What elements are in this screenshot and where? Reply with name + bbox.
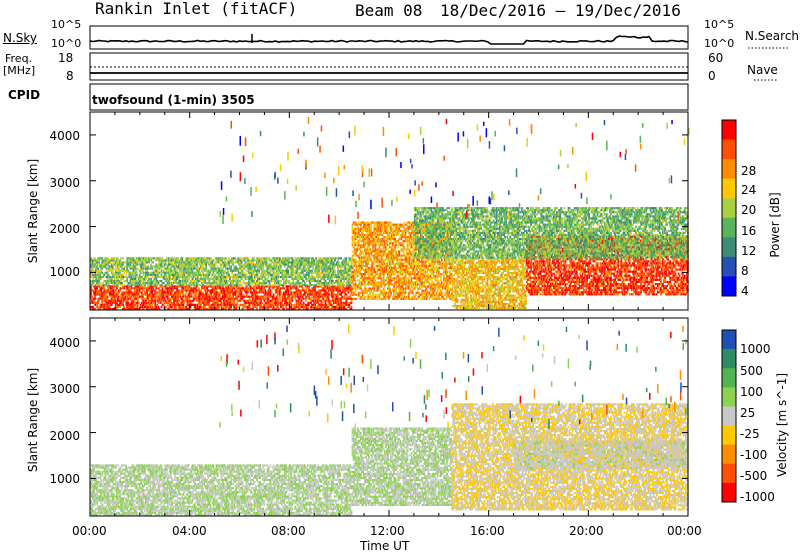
nsky-panel-frame bbox=[90, 26, 688, 49]
power-colorbar-swatch-8 bbox=[722, 276, 736, 296]
velocity-colorbar-swatch-1 bbox=[722, 349, 736, 368]
power-colorbar-swatch-2 bbox=[722, 159, 736, 179]
velocity-colorbar-swatch-3 bbox=[722, 387, 736, 406]
cpid-panel-frame bbox=[90, 84, 688, 110]
velocity-colorbar-swatch-6 bbox=[722, 445, 736, 464]
power-echo-region-1 bbox=[177, 285, 352, 310]
power-colorbar-swatch-3 bbox=[722, 179, 736, 199]
power-colorbar-swatch-5 bbox=[722, 218, 736, 238]
power-colorbar-swatch-1 bbox=[722, 140, 736, 160]
power-colorbar-swatch-0 bbox=[722, 120, 736, 140]
nsky-trace bbox=[90, 36, 688, 44]
velocity-colorbar-swatch-0 bbox=[722, 330, 736, 349]
velocity-colorbar-swatch-5 bbox=[722, 426, 736, 445]
power-colorbar-swatch-6 bbox=[722, 237, 736, 257]
velocity-colorbar-swatch-2 bbox=[722, 368, 736, 387]
power-colorbar-swatch-7 bbox=[722, 257, 736, 277]
velocity-colorbar-swatch-7 bbox=[722, 464, 736, 483]
velocity-colorbar-swatch-8 bbox=[722, 483, 736, 502]
power-echo-region-0 bbox=[90, 285, 178, 310]
power-colorbar-swatch-4 bbox=[722, 198, 736, 218]
velocity-colorbar-swatch-4 bbox=[722, 406, 736, 425]
